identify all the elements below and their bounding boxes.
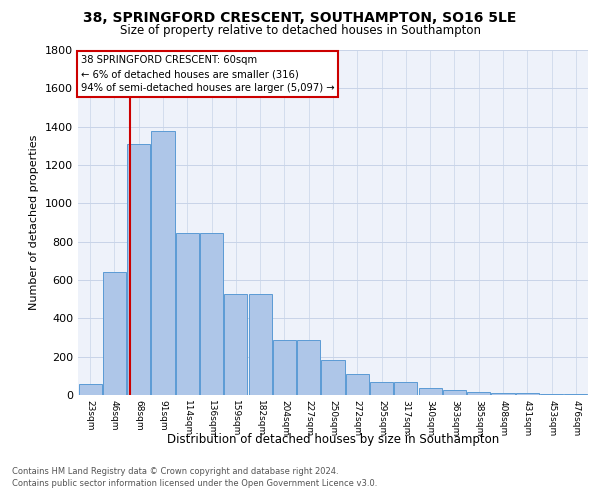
- Text: Distribution of detached houses by size in Southampton: Distribution of detached houses by size …: [167, 432, 499, 446]
- Bar: [419, 388, 442, 395]
- Bar: [151, 132, 175, 395]
- Bar: [248, 294, 272, 395]
- Bar: [346, 374, 369, 395]
- Bar: [176, 233, 199, 395]
- Bar: [224, 294, 247, 395]
- Bar: [394, 382, 418, 395]
- Bar: [273, 340, 296, 395]
- Bar: [540, 394, 563, 395]
- Bar: [79, 384, 101, 395]
- Bar: [322, 360, 344, 395]
- Bar: [443, 390, 466, 395]
- Text: 38 SPRINGFORD CRESCENT: 60sqm
← 6% of detached houses are smaller (316)
94% of s: 38 SPRINGFORD CRESCENT: 60sqm ← 6% of de…: [80, 55, 334, 93]
- Bar: [103, 272, 126, 395]
- Bar: [491, 393, 515, 395]
- Bar: [127, 144, 150, 395]
- Text: 38, SPRINGFORD CRESCENT, SOUTHAMPTON, SO16 5LE: 38, SPRINGFORD CRESCENT, SOUTHAMPTON, SO…: [83, 12, 517, 26]
- Text: Size of property relative to detached houses in Southampton: Size of property relative to detached ho…: [119, 24, 481, 37]
- Bar: [370, 382, 393, 395]
- Bar: [297, 340, 320, 395]
- Text: Contains public sector information licensed under the Open Government Licence v3: Contains public sector information licen…: [12, 478, 377, 488]
- Bar: [565, 394, 587, 395]
- Text: Contains HM Land Registry data © Crown copyright and database right 2024.: Contains HM Land Registry data © Crown c…: [12, 467, 338, 476]
- Bar: [200, 233, 223, 395]
- Bar: [516, 394, 539, 395]
- Y-axis label: Number of detached properties: Number of detached properties: [29, 135, 40, 310]
- Bar: [467, 392, 490, 395]
